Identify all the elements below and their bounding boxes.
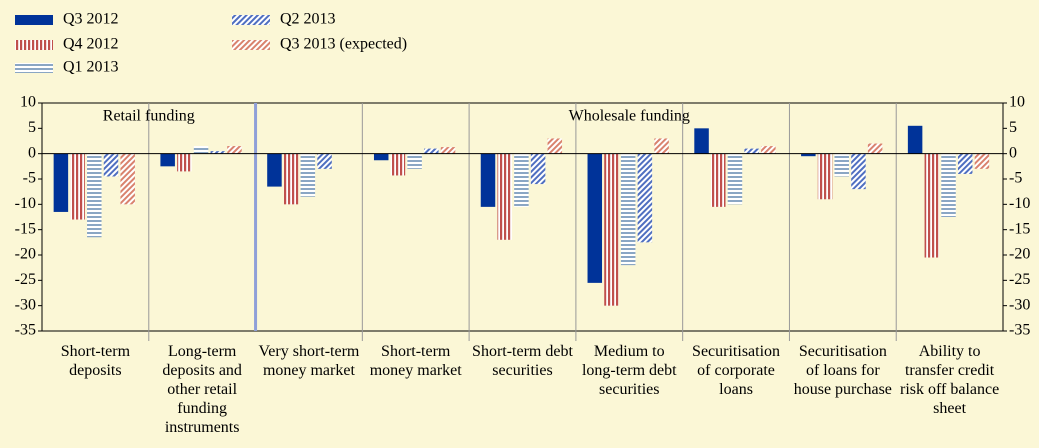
bar	[637, 153, 653, 243]
bar	[283, 153, 299, 205]
y2-tick-label: -35	[1009, 322, 1030, 339]
bar	[193, 146, 209, 154]
legend-swatch	[232, 15, 270, 25]
bar	[480, 153, 496, 207]
bar	[547, 138, 563, 154]
x-tick-label: Short-term deposits	[60, 343, 131, 379]
legend-label: Q1 2013	[63, 59, 119, 76]
x-tick-label: Ability to transfer credit risk off bala…	[899, 343, 1000, 417]
x-tick-label: Securitisation of corporate loans	[692, 343, 781, 398]
bar	[587, 153, 603, 283]
bar	[103, 153, 119, 177]
x-tick-label: Short-term debt securities	[472, 343, 573, 379]
y-tick-label: -5	[23, 170, 36, 187]
bar	[530, 153, 546, 185]
y2-tick-label: -10	[1009, 195, 1030, 212]
bar	[373, 153, 389, 161]
y-tick-label: -15	[15, 220, 36, 237]
bar	[604, 153, 619, 306]
bar	[957, 153, 973, 174]
bar	[267, 153, 282, 187]
y-tick-label: 0	[28, 144, 36, 161]
y-tick-label: 10	[20, 94, 36, 111]
bar	[924, 153, 940, 258]
plot-area	[41, 102, 1004, 332]
legend-label: Q2 2013	[280, 11, 336, 28]
y-tick-label: 5	[28, 119, 36, 136]
y-tick-label: -20	[15, 246, 36, 263]
bar	[974, 153, 990, 169]
bar	[654, 138, 669, 154]
bar	[711, 153, 726, 207]
bar	[177, 153, 192, 172]
bar	[210, 151, 226, 154]
x-tick-label: Medium to long-term debt securities	[581, 343, 677, 398]
legend-label: Q3 2012	[63, 11, 119, 28]
bar	[907, 125, 923, 154]
bar	[727, 153, 743, 205]
bar	[70, 153, 85, 220]
legend-swatch	[15, 15, 53, 25]
bar	[497, 153, 512, 240]
x-tick-label: Short-term money market	[369, 343, 462, 379]
bar	[160, 153, 175, 167]
annotation: Wholesale funding	[569, 108, 690, 125]
bar	[424, 148, 439, 154]
bar	[941, 153, 956, 217]
y2-tick-label: -5	[1009, 170, 1022, 187]
bar	[53, 153, 69, 212]
bar	[620, 153, 636, 266]
bar	[440, 147, 456, 154]
bar	[390, 153, 406, 176]
y-tick-label: -10	[15, 195, 36, 212]
legend-label: Q3 2013 (expected)	[280, 36, 407, 53]
y2-tick-label: -15	[1009, 220, 1030, 237]
bar	[120, 153, 135, 205]
x-tick-label: Very short-term money market	[258, 343, 360, 379]
bar	[407, 153, 422, 169]
bar	[817, 153, 833, 200]
legend-swatch	[232, 40, 270, 50]
x-tick-label: Long-term deposits and other retail fund…	[162, 343, 242, 436]
bar	[761, 146, 776, 154]
bar	[694, 128, 709, 154]
bar	[744, 148, 759, 154]
legend-swatch	[15, 63, 53, 73]
y2-tick-label: 10	[1009, 94, 1025, 111]
bar	[867, 143, 883, 154]
bar	[87, 153, 102, 238]
x-tick-label: Securitisation of loans for house purcha…	[793, 343, 892, 398]
y2-tick-label: 0	[1009, 144, 1017, 161]
bar	[801, 153, 816, 157]
y2-tick-label: -25	[1009, 271, 1030, 288]
y-tick-label: -30	[15, 296, 36, 313]
annotation: Retail funding	[103, 108, 195, 125]
bar	[317, 153, 332, 169]
y2-tick-label: -30	[1009, 296, 1030, 313]
bar	[300, 153, 316, 197]
bar	[851, 153, 866, 190]
legend-swatch	[15, 40, 53, 50]
bar	[227, 146, 242, 154]
y2-tick-label: 5	[1009, 119, 1017, 136]
y-tick-label: -25	[15, 271, 36, 288]
bar	[514, 153, 529, 207]
y-tick-label: -35	[15, 322, 36, 339]
legend-label: Q4 2012	[63, 36, 119, 53]
bar	[834, 153, 849, 177]
y2-tick-label: -20	[1009, 246, 1030, 263]
